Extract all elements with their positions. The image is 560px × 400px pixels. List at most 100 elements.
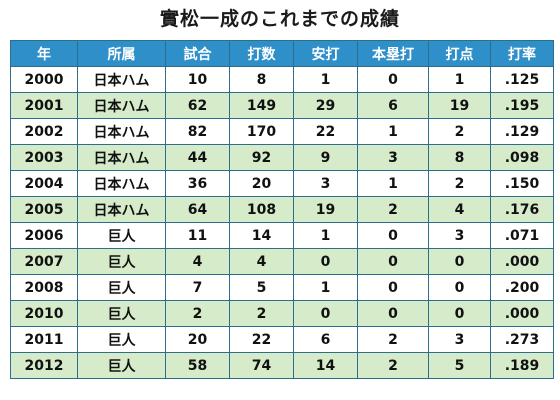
header-home-runs: 本塁打 [357,40,429,67]
cell-year: 2004 [10,170,78,197]
header-year: 年 [10,40,78,67]
cell-at-bats: 108 [229,196,294,223]
header-at-bats: 打数 [229,40,294,67]
table-row: 2010 巨人 2 2 0 0 0.000 [10,300,554,327]
table-row: 2012 巨人 58 74 14 2 5.189 [10,352,554,379]
cell-home-runs: 2 [357,326,429,353]
stats-table-body: 2000 日本ハム 10 8 1 0 1.125 2001 日本ハム 62 149 29 6 19.195… [10,66,554,379]
header-rbi: 打点 [428,40,491,67]
cell-year: 2011 [10,326,78,353]
cell-at-bats: 92 [229,144,294,171]
cell-games: 11 [165,222,230,249]
cell-average: .200 [490,274,554,301]
cell-year: 2006 [10,222,78,249]
table-row: 2006 巨人 11 14 1 0 3.071 [10,222,554,249]
cell-at-bats: 22 [229,326,294,353]
cell-hits: 3 [293,170,358,197]
table-row: 2011 巨人 20 22 6 2 3.273 [10,326,554,353]
cell-average: .098 [490,144,554,171]
cell-team: 巨人 [77,326,166,353]
cell-home-runs: 2 [357,352,429,379]
header-hits: 安打 [293,40,358,67]
table-row: 2004 日本ハム 36 20 3 1 2.150 [10,170,554,197]
cell-home-runs: 1 [357,170,429,197]
cell-at-bats: 14 [229,222,294,249]
cell-year: 2000 [10,66,78,93]
cell-hits: 6 [293,326,358,353]
cell-at-bats: 170 [229,118,294,145]
cell-hits: 14 [293,352,358,379]
cell-games: 36 [165,170,230,197]
cell-at-bats: 4 [229,248,294,275]
cell-year: 2010 [10,300,78,327]
stats-table: 年 所属 試合 打数 安打 本塁打 打点 打率 2000 日本ハム 10 8 1 0 1.1… [10,40,554,379]
cell-games: 58 [165,352,230,379]
cell-home-runs: 0 [357,300,429,327]
cell-hits: 0 [293,300,358,327]
cell-rbi: 1 [428,66,491,93]
cell-at-bats: 149 [229,92,294,119]
cell-hits: 1 [293,66,358,93]
table-row: 2001 日本ハム 62 149 29 6 19.195 [10,92,554,119]
cell-year: 2007 [10,248,78,275]
table-row: 2005 日本ハム 64 108 19 2 4.176 [10,196,554,223]
cell-team: 巨人 [77,352,166,379]
cell-home-runs: 0 [357,222,429,249]
cell-rbi: 5 [428,352,491,379]
cell-home-runs: 2 [357,196,429,223]
cell-at-bats: 74 [229,352,294,379]
cell-year: 2002 [10,118,78,145]
cell-games: 64 [165,196,230,223]
cell-year: 2008 [10,274,78,301]
header-team: 所属 [77,40,166,67]
cell-year: 2012 [10,352,78,379]
cell-games: 62 [165,92,230,119]
header-games: 試合 [165,40,230,67]
cell-hits: 1 [293,274,358,301]
cell-rbi: 0 [428,300,491,327]
cell-hits: 9 [293,144,358,171]
cell-home-runs: 1 [357,118,429,145]
header-average: 打率 [490,40,554,67]
cell-average: .125 [490,66,554,93]
cell-average: .000 [490,248,554,275]
cell-team: 巨人 [77,274,166,301]
cell-team: 日本ハム [77,66,166,93]
table-row: 2008 巨人 7 5 1 0 0.200 [10,274,554,301]
cell-rbi: 8 [428,144,491,171]
cell-average: .150 [490,170,554,197]
cell-hits: 29 [293,92,358,119]
cell-team: 巨人 [77,248,166,275]
cell-rbi: 3 [428,326,491,353]
cell-average: .189 [490,352,554,379]
cell-rbi: 0 [428,248,491,275]
cell-year: 2005 [10,196,78,223]
cell-rbi: 19 [428,92,491,119]
cell-rbi: 2 [428,118,491,145]
cell-home-runs: 0 [357,274,429,301]
cell-games: 4 [165,248,230,275]
cell-at-bats: 2 [229,300,294,327]
cell-average: .176 [490,196,554,223]
cell-team: 日本ハム [77,118,166,145]
cell-rbi: 2 [428,170,491,197]
cell-team: 日本ハム [77,170,166,197]
cell-home-runs: 3 [357,144,429,171]
cell-rbi: 0 [428,274,491,301]
cell-average: .129 [490,118,554,145]
cell-average: .195 [490,92,554,119]
cell-team: 日本ハム [77,144,166,171]
cell-hits: 0 [293,248,358,275]
cell-team: 日本ハム [77,196,166,223]
cell-at-bats: 8 [229,66,294,93]
cell-team: 日本ハム [77,92,166,119]
cell-average: .071 [490,222,554,249]
cell-at-bats: 20 [229,170,294,197]
table-row: 2000 日本ハム 10 8 1 0 1.125 [10,66,554,93]
cell-games: 44 [165,144,230,171]
cell-games: 2 [165,300,230,327]
header-row: 年 所属 試合 打数 安打 本塁打 打点 打率 [10,40,554,67]
cell-home-runs: 6 [357,92,429,119]
cell-home-runs: 0 [357,66,429,93]
